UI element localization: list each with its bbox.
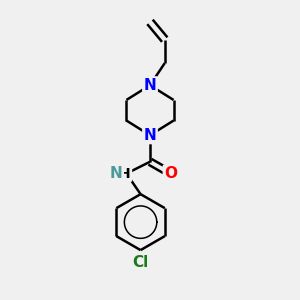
Text: H: H — [119, 167, 131, 181]
Text: N: N — [144, 128, 156, 143]
Text: N: N — [110, 166, 122, 181]
Text: N: N — [144, 78, 156, 93]
Text: Cl: Cl — [133, 255, 149, 270]
Text: O: O — [164, 166, 177, 181]
